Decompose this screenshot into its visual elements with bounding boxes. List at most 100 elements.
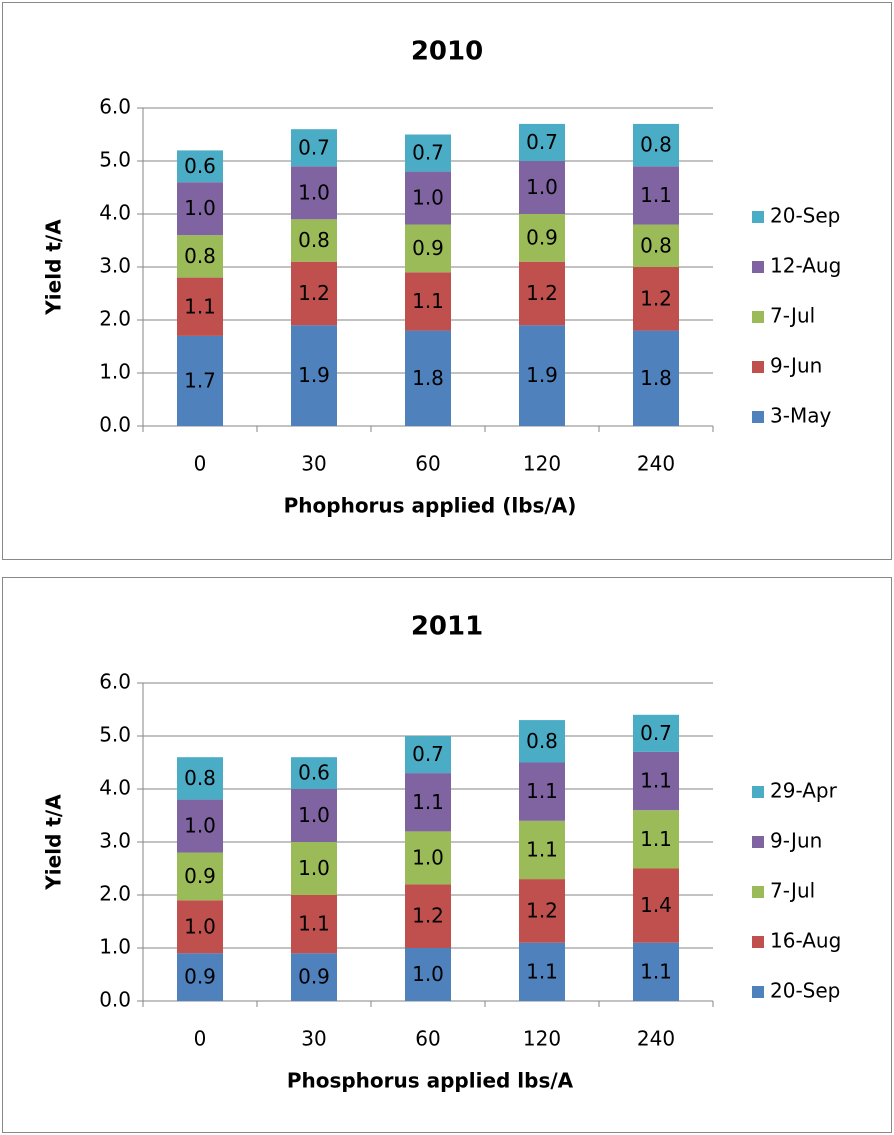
bar-segment: [519, 214, 565, 262]
value-label: 0.7: [412, 141, 444, 165]
value-label: 0.9: [526, 225, 558, 249]
value-label: 1.0: [184, 814, 216, 838]
value-label: 0.9: [184, 965, 216, 989]
y-tick-label: 1.0: [99, 935, 131, 959]
value-label: 0.6: [184, 154, 216, 178]
value-label: 1.1: [640, 183, 672, 207]
bar-segment: [291, 129, 337, 167]
bar-segment: [519, 762, 565, 821]
bar-segment: [519, 879, 565, 943]
value-label: 1.1: [298, 912, 330, 936]
x-tick-label: 240: [637, 1027, 675, 1051]
value-label: 1.9: [298, 363, 330, 387]
value-label: 1.0: [184, 196, 216, 220]
y-tick-label: 1.0: [99, 360, 131, 384]
value-label: 1.8: [640, 366, 672, 390]
value-label: 0.7: [526, 130, 558, 154]
legend-label: 16-Aug: [770, 929, 841, 953]
bar-segment: [177, 799, 223, 853]
x-tick-label: 0: [194, 1027, 207, 1051]
x-tick-label: 240: [637, 452, 675, 476]
legend-label: 29-Apr: [770, 779, 838, 803]
legend-label: 7-Jul: [770, 879, 815, 903]
value-label: 1.0: [526, 175, 558, 199]
chart-title: 2011: [411, 612, 483, 642]
value-label: 0.7: [640, 721, 672, 745]
bar-segment: [633, 942, 679, 1001]
bar-segment: [633, 810, 679, 869]
bar-segment: [291, 953, 337, 1001]
bar-segment: [291, 757, 337, 789]
value-label: 1.8: [412, 366, 444, 390]
chart-title: 2010: [411, 37, 483, 67]
value-label: 1.7: [184, 368, 216, 392]
bar-segment: [405, 224, 451, 273]
bar-segment: [177, 852, 223, 901]
bar-segment: [633, 714, 679, 752]
value-label: 1.1: [412, 790, 444, 814]
bar-segment: [405, 773, 451, 832]
value-label: 1.2: [640, 286, 672, 310]
bar-segment: [519, 720, 565, 763]
y-tick-label: 5.0: [99, 148, 131, 172]
value-label: 0.8: [640, 133, 672, 157]
legend-label: 20-Sep: [770, 979, 840, 1003]
y-tick-label: 2.0: [99, 882, 131, 906]
legend-swatch: [752, 786, 764, 798]
bar-segment: [177, 235, 223, 278]
bar-segment: [519, 820, 565, 880]
bar-segment: [405, 272, 451, 331]
x-tick-label: 120: [523, 452, 561, 476]
bar-segment: [405, 171, 451, 225]
value-label: 1.2: [526, 898, 558, 922]
value-label: 1.1: [640, 769, 672, 793]
legend-label: 9-Jun: [770, 354, 822, 378]
y-axis-title: Yield t/A: [42, 794, 66, 891]
y-tick-label: 4.0: [99, 776, 131, 800]
value-label: 0.6: [298, 761, 330, 785]
value-label: 0.8: [184, 244, 216, 268]
bar-segment: [633, 330, 679, 426]
legend-swatch: [752, 886, 764, 898]
value-label: 1.0: [184, 914, 216, 938]
bar-segment: [633, 751, 679, 811]
value-label: 1.1: [640, 827, 672, 851]
bar-segment: [519, 161, 565, 214]
value-label: 1.0: [412, 186, 444, 210]
x-tick-label: 0: [194, 452, 207, 476]
bar-segment: [177, 335, 223, 426]
bar-segment: [519, 942, 565, 1001]
legend-label: 7-Jul: [770, 304, 815, 328]
value-label: 1.4: [640, 893, 672, 917]
bar-segment: [177, 277, 223, 336]
bar-segment: [291, 789, 337, 842]
value-label: 1.0: [298, 180, 330, 204]
x-axis-title: Phophorus applied (lbs/A): [284, 494, 577, 518]
legend-label: 12-Aug: [770, 254, 841, 278]
legend-label: 3-May: [770, 404, 831, 428]
bar-segment: [177, 150, 223, 183]
bar-segment: [291, 842, 337, 895]
value-label: 1.1: [526, 779, 558, 803]
bar-segment: [519, 261, 565, 326]
value-label: 1.2: [526, 281, 558, 305]
bar-segment: [405, 330, 451, 426]
value-label: 0.7: [412, 742, 444, 766]
legend-swatch: [752, 836, 764, 848]
bar-segment: [291, 219, 337, 262]
x-axis-title: Phosphorus applied lbs/A: [287, 1069, 574, 1093]
value-label: 0.7: [298, 135, 330, 159]
bar-segment: [633, 224, 679, 267]
bar-segment: [633, 267, 679, 331]
x-tick-label: 60: [415, 1027, 440, 1051]
bar-segment: [291, 325, 337, 426]
y-tick-label: 3.0: [99, 829, 131, 853]
y-tick-label: 0.0: [99, 988, 131, 1012]
value-label: 1.1: [526, 837, 558, 861]
value-label: 1.0: [298, 856, 330, 880]
bar-segment: [177, 182, 223, 236]
legend-swatch: [752, 361, 764, 373]
value-label: 0.8: [526, 729, 558, 753]
value-label: 1.0: [298, 803, 330, 827]
